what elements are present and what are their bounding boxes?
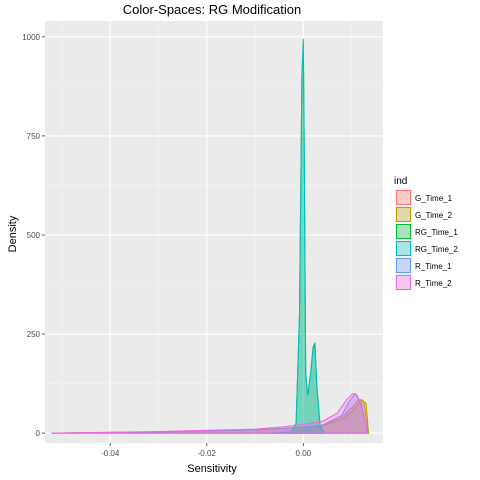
legend-key-background xyxy=(395,206,412,223)
plot-panel xyxy=(45,21,383,443)
grid-lines xyxy=(45,21,383,443)
density-area-r-time-2 xyxy=(51,392,369,434)
legend-label: RG_Time_1 xyxy=(415,228,458,237)
legend-key-background xyxy=(395,257,412,274)
legend-label: G_Time_2 xyxy=(415,211,453,220)
legend-swatch xyxy=(396,207,411,222)
y-tick-label: 0 xyxy=(36,429,41,438)
legend-swatch xyxy=(396,241,411,256)
legend-swatch xyxy=(396,258,411,273)
legend-swatch xyxy=(396,190,411,205)
legend: ind G_Time_1 G_Time_2 RG_Time_1 RG_Time_2 R_… xyxy=(394,176,458,291)
legend-label: G_Time_1 xyxy=(415,194,453,203)
legend-key-background xyxy=(395,274,412,291)
density-area-rg-time-2 xyxy=(268,38,326,434)
series-layer xyxy=(51,38,370,434)
y-tick-label: 750 xyxy=(27,132,41,141)
legend-label: RG_Time_2 xyxy=(415,245,458,254)
legend-title: ind xyxy=(394,176,407,187)
legend-key-background xyxy=(395,240,412,257)
y-axis-title: Density xyxy=(7,215,19,252)
x-tick-label: 0.00 xyxy=(296,449,312,458)
x-axis-title: Sensitivity xyxy=(187,463,237,475)
legend-key-background xyxy=(395,189,412,206)
legend-swatch xyxy=(396,224,411,239)
y-tick-label: 1000 xyxy=(22,33,40,42)
x-axis: -0.04 -0.02 0.00 xyxy=(101,443,312,458)
legend-label: R_Time_2 xyxy=(415,279,452,288)
y-axis: 0 250 500 750 1000 xyxy=(22,33,45,438)
legend-key-background xyxy=(395,223,412,240)
y-tick-label: 500 xyxy=(27,231,41,240)
x-tick-label: -0.02 xyxy=(198,449,217,458)
y-tick-label: 250 xyxy=(27,330,41,339)
x-tick-label: -0.04 xyxy=(101,449,120,458)
legend-swatch xyxy=(396,275,411,290)
chart-title: Color-Spaces: RG Modification xyxy=(123,2,301,17)
legend-label: R_Time_1 xyxy=(415,262,452,271)
